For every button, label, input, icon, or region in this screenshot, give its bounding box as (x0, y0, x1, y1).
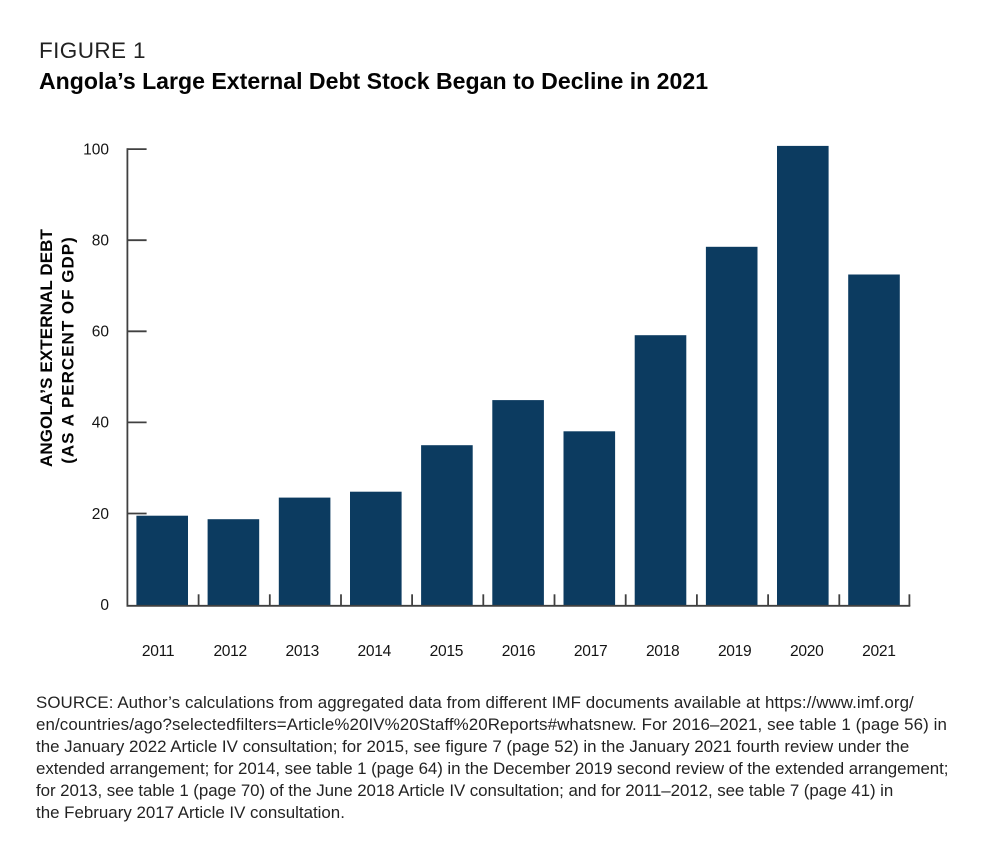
svg-text:40: 40 (92, 415, 110, 432)
svg-text:0: 0 (100, 597, 109, 614)
svg-text:2011: 2011 (142, 643, 174, 660)
svg-text:2015: 2015 (430, 643, 464, 660)
svg-text:ANGOLA’S EXTERNAL DEBT: ANGOLA’S EXTERNAL DEBT (37, 228, 56, 467)
svg-text:2016: 2016 (502, 643, 536, 660)
svg-text:100: 100 (83, 141, 109, 158)
svg-text:2017: 2017 (574, 643, 608, 660)
svg-text:2021: 2021 (862, 643, 896, 660)
svg-text:60: 60 (92, 324, 110, 341)
svg-text:2013: 2013 (286, 643, 320, 660)
svg-text:(AS A PERCENT OF GDP): (AS A PERCENT OF GDP) (58, 236, 77, 464)
svg-text:2018: 2018 (646, 643, 680, 660)
svg-text:2012: 2012 (213, 643, 247, 660)
svg-text:2014: 2014 (358, 643, 392, 660)
svg-text:2020: 2020 (790, 643, 824, 660)
svg-text:20: 20 (92, 506, 110, 523)
svg-text:2019: 2019 (718, 643, 752, 660)
svg-text:80: 80 (92, 233, 110, 250)
